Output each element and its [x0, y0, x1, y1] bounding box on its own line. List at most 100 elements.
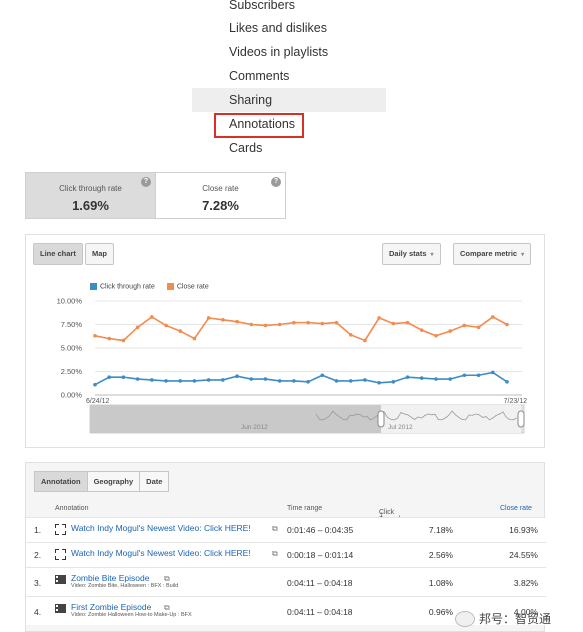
timeline-handle-right[interactable]	[517, 410, 525, 428]
annotation-video: Video: Zombie Bite, Halloween : BFX : Bu…	[71, 583, 179, 589]
data-point	[178, 329, 183, 333]
data-point	[150, 315, 154, 319]
tab-geography[interactable]: Geography	[87, 471, 141, 492]
chart-legend: Click through rate Close rate	[90, 283, 209, 290]
chevron-down-icon: ▾	[430, 252, 434, 258]
y-tick-label: 2.50%	[61, 367, 83, 376]
header-close-rate[interactable]: Close rate	[500, 505, 532, 512]
data-point	[192, 379, 197, 383]
tab-annotation[interactable]: Annotation	[34, 471, 88, 492]
row-number: 2.	[34, 550, 42, 560]
sort-arrow-icon: ↓	[379, 509, 384, 519]
data-point	[419, 328, 424, 332]
series-line-close-rate	[94, 316, 508, 342]
data-point	[306, 320, 310, 325]
data-point	[221, 378, 225, 382]
header-time-range[interactable]: Time range	[287, 505, 323, 512]
daily-stats-dropdown[interactable]: Daily stats ▾	[382, 243, 441, 265]
table-panel: Annotation Geography Date Annotation Tim…	[25, 462, 546, 632]
metric-cards: Click through rate 1.69% ? Close rate 7.…	[25, 172, 286, 219]
data-point	[462, 373, 467, 378]
watermark: 邦号：智贸通	[455, 610, 551, 627]
annotation-video: Video: Zombie Halloween How-to Make-Up :…	[71, 612, 192, 618]
data-point	[93, 382, 97, 387]
menu-item-cards[interactable]: Cards	[229, 141, 263, 155]
data-point	[405, 375, 410, 379]
annotation-icon	[55, 549, 66, 560]
annotation-title[interactable]: Watch Indy Mogul's Newest Video: Click H…	[71, 523, 251, 533]
data-point	[135, 325, 140, 330]
table-row[interactable]: 2. Watch Indy Mogul's Newest Video: Clic…	[26, 542, 546, 567]
link-icon[interactable]: ⧉	[272, 549, 278, 558]
legend-label: Close rate	[176, 283, 209, 291]
table-header: Annotation Time range Click through rate…	[26, 501, 546, 530]
data-point	[505, 322, 509, 327]
timeline-unselected-range	[90, 405, 381, 433]
annotation-title[interactable]: Zombie Bite Episode	[71, 573, 150, 583]
close-rate-value: 3.82%	[513, 578, 538, 588]
metric-value: 1.69%	[72, 198, 109, 213]
table-row[interactable]: 1. Watch Indy Mogul's Newest Video: Clic…	[26, 517, 546, 542]
data-point	[164, 379, 168, 383]
time-range: 0:00:18 – 0:01:14	[287, 550, 354, 560]
data-point	[192, 336, 197, 341]
timeline-month-label: Jun 2012	[241, 424, 268, 431]
ctr-value: 1.08%	[428, 578, 453, 588]
data-point	[249, 322, 254, 327]
menu-item-likes[interactable]: Likes and dislikes	[229, 21, 327, 35]
table-row[interactable]: 4. First Zombie Episode ⧉ Video: Zombie …	[26, 596, 546, 625]
compare-metric-dropdown[interactable]: Compare metric ▾	[453, 243, 532, 265]
ctr-value: 0.96%	[428, 607, 453, 617]
help-icon[interactable]: ?	[271, 177, 281, 187]
data-point	[150, 378, 154, 382]
menu-item-subscribers[interactable]: Subscribers	[229, 0, 295, 12]
data-point	[249, 377, 254, 381]
menu-item-videos-in-playlists[interactable]: Videos in playlists	[229, 45, 329, 59]
link-icon[interactable]: ⧉	[164, 574, 170, 583]
data-point	[206, 378, 211, 382]
x-tick-label: 7/23/12	[504, 398, 527, 405]
data-point	[334, 379, 339, 383]
table-tabs: Annotation Geography Date	[34, 471, 170, 492]
series-line-ctr	[94, 371, 508, 386]
chart-panel: Line chart Map Daily stats ▾ Compare metr…	[25, 234, 545, 448]
y-tick-label: 10.00%	[57, 297, 83, 306]
table-row[interactable]: 3. Zombie Bite Episode ⧉ Video: Zombie B…	[26, 567, 546, 596]
ctr-value: 7.18%	[428, 525, 453, 535]
help-icon[interactable]: ?	[141, 177, 151, 187]
row-number: 4.	[34, 607, 42, 617]
tab-date[interactable]: Date	[140, 471, 170, 492]
table-rows: 1. Watch Indy Mogul's Newest Video: Clic…	[26, 517, 546, 625]
timeline-handle-left[interactable]	[377, 410, 385, 428]
legend-label: Click through rate	[100, 283, 155, 291]
annotation-title[interactable]: First Zombie Episode	[71, 602, 152, 612]
metric-card-close-rate[interactable]: Close rate 7.28% ?	[156, 173, 285, 218]
time-range: 0:04:11 – 0:04:18	[287, 607, 353, 617]
line-chart-button[interactable]: Line chart	[33, 243, 83, 265]
timeline-month-label: Jul 2012	[388, 424, 413, 431]
data-point	[121, 375, 126, 379]
link-icon[interactable]: ⧉	[164, 603, 170, 612]
data-point	[292, 379, 296, 383]
line-chart: 10.00% 7.50% 5.00% 2.50% 0.00%6/24/12 7/23/12…	[57, 297, 527, 434]
video-icon	[55, 575, 66, 584]
data-point	[363, 378, 367, 382]
menu-item-sharing[interactable]: Sharing	[192, 88, 386, 112]
annotation-title[interactable]: Watch Indy Mogul's Newest Video: Click H…	[71, 548, 251, 558]
video-icon	[55, 604, 66, 613]
compare-metric-label: Compare metric	[460, 249, 518, 258]
header-annotation[interactable]: Annotation	[55, 505, 89, 512]
time-range: 0:01:46 – 0:04:35	[287, 525, 354, 535]
close-rate-value: 24.55%	[509, 550, 538, 560]
data-point	[292, 320, 296, 325]
map-button[interactable]: Map	[85, 243, 114, 265]
menu-item-annotations[interactable]: Annotations	[192, 112, 386, 138]
link-icon[interactable]: ⧉	[272, 524, 278, 533]
metric-card-ctr[interactable]: Click through rate 1.69% ?	[26, 173, 156, 218]
data-point	[348, 379, 353, 383]
menu-item-comments[interactable]: Comments	[229, 69, 290, 83]
data-point	[434, 333, 438, 338]
data-point	[263, 377, 268, 381]
chevron-down-icon: ▾	[521, 252, 525, 258]
